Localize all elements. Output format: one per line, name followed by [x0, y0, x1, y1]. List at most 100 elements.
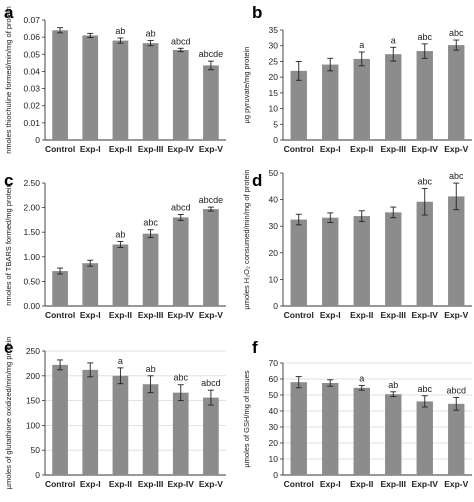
category-label: Exp-I — [320, 144, 341, 154]
y-tick-label: 10 — [269, 104, 279, 114]
bar-b-6 — [448, 45, 465, 141]
category-label: Exp-V — [199, 479, 223, 489]
significance-label: abcd — [171, 36, 191, 46]
y-axis-label: nmoles of TBARS formed/mg protein — [4, 183, 13, 305]
bar-e-1 — [52, 364, 68, 475]
bar-b-1 — [290, 70, 307, 140]
category-label: Exp-II — [109, 479, 132, 489]
y-tick-label: 250 — [26, 346, 40, 356]
bar-f-3 — [353, 387, 370, 475]
y-tick-label: 1.00 — [23, 252, 40, 262]
category-label: Exp-III — [380, 310, 406, 320]
bar-d-3 — [353, 216, 370, 306]
bar-a-3 — [112, 40, 129, 141]
y-tick-label: 0 — [273, 301, 278, 311]
bar-c-6 — [203, 209, 219, 306]
y-tick-label: 10 — [269, 454, 279, 464]
significance-label: a — [118, 356, 123, 366]
bar-e-4 — [142, 384, 159, 475]
significance-label: abcde — [199, 49, 224, 59]
significance-label: ab — [146, 29, 156, 39]
y-tick-label: 60 — [269, 374, 279, 384]
y-tick-label: 50 — [269, 390, 279, 400]
bar-d-5 — [416, 201, 433, 306]
y-tick-label: 50 — [269, 168, 279, 178]
category-label: Exp-III — [138, 479, 164, 489]
category-label: Control — [284, 310, 314, 320]
bar-c-1 — [52, 271, 68, 306]
bar-d-4 — [385, 212, 402, 306]
category-label: Exp-III — [138, 144, 164, 154]
y-axis-label: µmoles H₂O₂ consumed/min/mg of protein — [242, 169, 251, 309]
category-label: Exp-I — [80, 479, 101, 489]
significance-label: ab — [115, 26, 125, 36]
category-label: Exp-I — [320, 479, 341, 489]
y-tick-label: 200 — [26, 371, 40, 381]
y-tick-label: 40 — [269, 406, 279, 416]
y-tick-label: 20 — [269, 248, 279, 258]
bar-a-2 — [82, 35, 99, 140]
y-tick-label: 40 — [269, 195, 279, 205]
bar-f-5 — [416, 401, 433, 475]
category-label: Exp-II — [350, 144, 373, 154]
y-tick-label: 0.07 — [23, 15, 40, 25]
significance-label: abc — [449, 28, 464, 38]
category-label: Exp-I — [80, 310, 101, 320]
bar-a-1 — [52, 30, 68, 141]
y-tick-label: 20 — [269, 438, 279, 448]
category-label: Exp-IV — [168, 144, 195, 154]
bar-c-4 — [142, 233, 159, 306]
significance-label: abcd — [446, 385, 466, 395]
bar-d-1 — [290, 219, 307, 306]
y-tick-label: 0.06 — [23, 32, 40, 42]
category-label: Control — [45, 310, 75, 320]
panel-letter: b — [252, 3, 262, 22]
category-label: Exp-I — [320, 310, 341, 320]
y-axis-label: µmoles of GSH/mg of tissues — [242, 370, 251, 468]
category-label: Control — [284, 479, 314, 489]
chart-panel-a: a 0 0.01 0.02 0.03 0.04 0.05 0.06 0.07 nmoles thi… — [4, 3, 226, 154]
y-tick-label: 35 — [269, 25, 279, 35]
significance-label: abcd — [201, 378, 221, 388]
y-tick-label: 0.00 — [23, 301, 40, 311]
category-label: Control — [45, 144, 75, 154]
category-label: Exp-I — [80, 144, 101, 154]
bar-c-3 — [112, 244, 129, 306]
bar-c-2 — [82, 263, 99, 306]
category-label: Exp-III — [380, 144, 406, 154]
significance-label: ab — [146, 364, 156, 374]
y-tick-label: 0 — [35, 470, 40, 480]
bar-b-5 — [416, 51, 433, 140]
bar-d-6 — [448, 196, 465, 306]
y-tick-label: 0.03 — [23, 84, 40, 94]
bar-f-4 — [385, 394, 402, 475]
y-tick-label: 0.50 — [23, 276, 40, 286]
category-label: Exp-V — [444, 479, 468, 489]
significance-label: abc — [417, 176, 432, 186]
significance-label: a — [359, 373, 364, 383]
chart-panel-b: b 0 5 10 15 20 25 30 35 µg pyruvate/mg protein Con… — [242, 3, 472, 154]
y-tick-label: 30 — [269, 221, 279, 231]
category-label: Exp-IV — [168, 310, 195, 320]
chart-panel-d: d 0 10 20 30 40 50 µmoles H₂O₂ consumed/min/mg … — [242, 168, 472, 320]
significance-label: abc — [173, 373, 188, 383]
category-label: Exp-V — [444, 144, 468, 154]
bar-e-3 — [112, 375, 129, 475]
y-tick-label: 0.05 — [23, 49, 40, 59]
y-tick-label: 100 — [26, 420, 40, 430]
y-tick-label: 0 — [35, 135, 40, 145]
bar-b-3 — [353, 58, 370, 140]
y-tick-label: 10 — [269, 274, 279, 284]
y-tick-label: 5 — [273, 119, 278, 129]
category-label: Exp-IV — [412, 479, 439, 489]
bar-f-2 — [322, 383, 339, 475]
y-tick-label: 2.50 — [23, 178, 40, 188]
significance-label: a — [359, 40, 364, 50]
bar-f-1 — [290, 382, 307, 475]
y-tick-label: 20 — [269, 72, 279, 82]
y-tick-label: 50 — [31, 445, 41, 455]
y-tick-label: 0 — [273, 470, 278, 480]
significance-label: ab — [115, 230, 125, 240]
bar-f-6 — [448, 403, 465, 475]
y-axis-label: µmoles of glutathione oxidized/min/mg pr… — [4, 337, 13, 490]
